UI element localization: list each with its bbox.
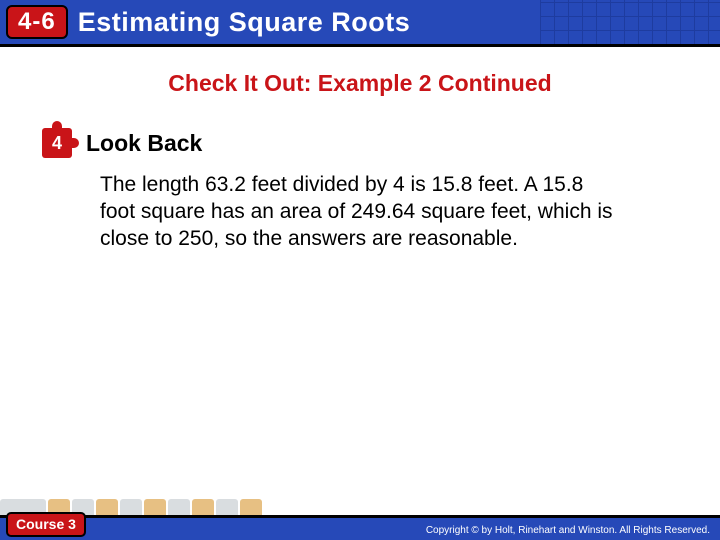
footer-tab (192, 499, 214, 515)
footer-tab (144, 499, 166, 515)
footer-tab (168, 499, 190, 515)
footer-tab (240, 499, 262, 515)
header-bar: 4-6 Estimating Square Roots (0, 0, 720, 44)
copyright-text: Copyright © by Holt, Rinehart and Winsto… (426, 525, 710, 536)
footer-tab (216, 499, 238, 515)
header-divider (0, 44, 720, 47)
step-title: Look Back (86, 130, 202, 157)
lesson-title: Estimating Square Roots (78, 7, 411, 38)
footer-tab (120, 499, 142, 515)
step-number-icon: 4 (42, 128, 72, 158)
body-text: The length 63.2 feet divided by 4 is 15.… (100, 172, 620, 253)
footer-tab (96, 499, 118, 515)
course-badge: Course 3 (6, 512, 86, 537)
header-grid-decoration (540, 0, 720, 44)
lesson-number-badge: 4-6 (6, 5, 68, 39)
slide-subtitle: Check It Out: Example 2 Continued (0, 70, 720, 97)
slide: 4-6 Estimating Square Roots Check It Out… (0, 0, 720, 540)
step-row: 4 Look Back (42, 128, 202, 158)
